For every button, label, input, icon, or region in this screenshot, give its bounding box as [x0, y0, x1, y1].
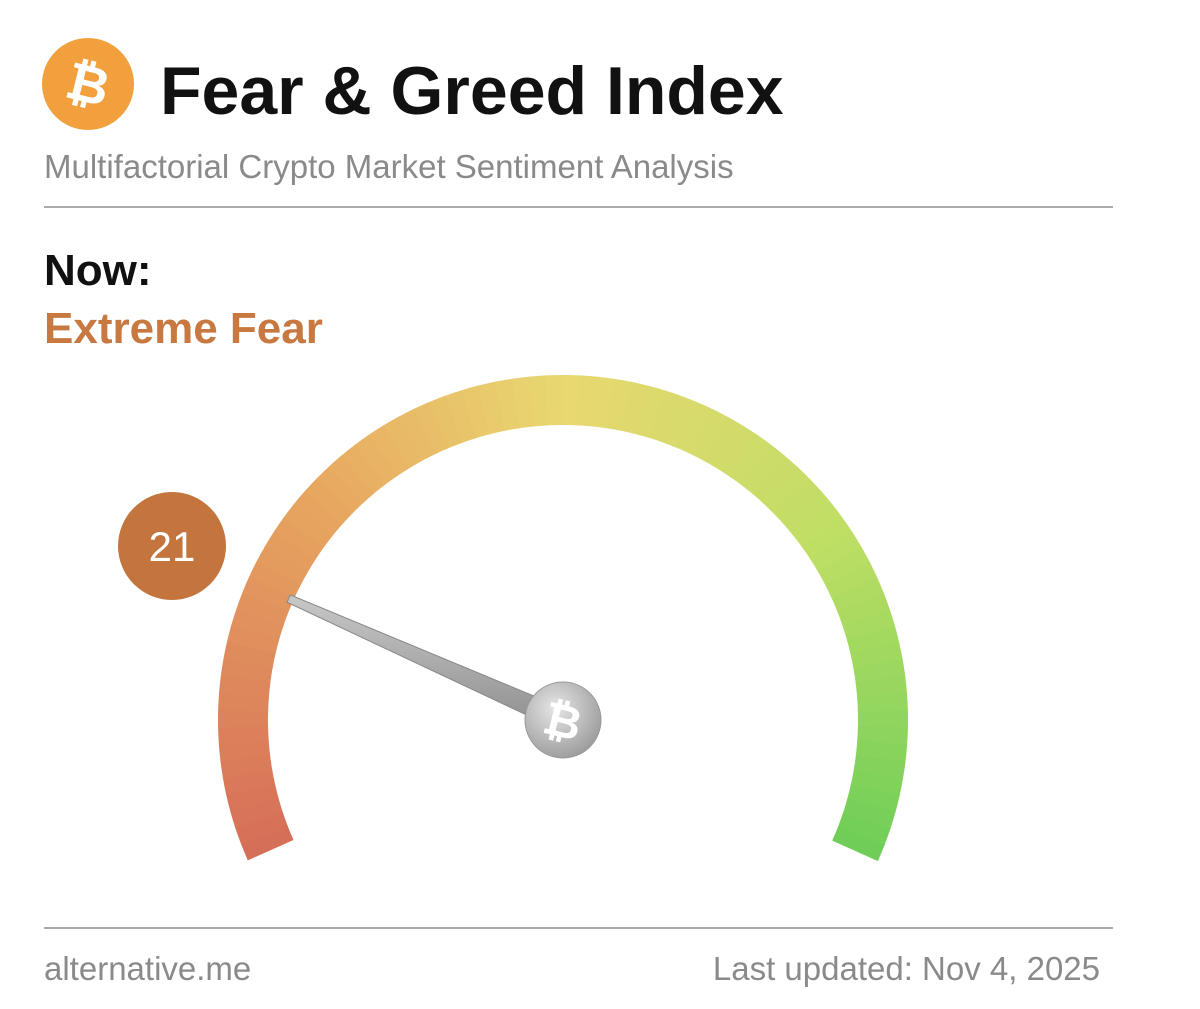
arc-segment — [831, 577, 885, 613]
arc-segment — [242, 576, 295, 612]
now-label: Now: — [44, 246, 152, 295]
arc-segment — [218, 709, 269, 728]
arc-segment — [248, 561, 302, 598]
arc-segment — [846, 625, 900, 655]
arc-segment — [728, 434, 772, 486]
arc-segment — [855, 740, 908, 763]
arc-segment — [511, 376, 535, 429]
arc-segment — [825, 561, 878, 599]
arc-segment — [264, 531, 316, 572]
arc-segment — [240, 825, 294, 861]
arc-segment — [383, 416, 423, 469]
arc-segment — [818, 546, 870, 586]
arc-segment — [752, 455, 798, 504]
arc-segment — [461, 385, 492, 439]
arc-segment — [283, 503, 334, 548]
arc-segment — [635, 385, 666, 439]
value-label: 21 — [149, 523, 196, 570]
source: alternative.me — [44, 950, 251, 987]
needle — [286, 594, 569, 731]
arc-segment — [218, 740, 271, 762]
arc-segment — [850, 769, 904, 797]
arc-segment — [494, 378, 520, 431]
arc-segment — [478, 381, 506, 435]
arc-segment — [853, 755, 906, 780]
arc-segment — [230, 797, 283, 829]
arc-segment — [621, 381, 649, 435]
arc-segment — [857, 692, 908, 713]
arc-segment — [218, 692, 269, 712]
arc-segment — [832, 826, 885, 862]
arc-segment — [690, 408, 729, 462]
arc-segment — [220, 658, 273, 683]
arc-segment — [663, 395, 698, 449]
arc-segment — [236, 592, 289, 626]
arc-segment — [763, 466, 811, 515]
arc-segment — [783, 491, 833, 537]
arc-segment — [857, 726, 908, 746]
arc-segment — [341, 444, 386, 494]
arc-segment — [853, 658, 906, 683]
subtitle: Multifactorial Crypto Market Sentiment A… — [44, 148, 734, 185]
arc-segment — [328, 454, 375, 504]
arc-segment — [842, 609, 896, 640]
gauge-needle-group: ₿21 — [118, 492, 602, 759]
arc-segment — [429, 395, 464, 449]
arc-segment — [231, 608, 284, 640]
arc-segment — [773, 478, 822, 525]
arc-segment — [716, 425, 758, 477]
value-badge — [118, 492, 226, 600]
arc-segment — [256, 545, 309, 585]
arc-segment — [304, 478, 353, 525]
arc-segment — [793, 504, 844, 548]
classification: Extreme Fear — [44, 304, 323, 353]
arc-segment — [413, 401, 450, 455]
arc-segment — [218, 725, 269, 745]
arc-segment — [802, 517, 853, 560]
arc-segment — [369, 424, 411, 477]
arc-segment — [273, 517, 325, 560]
arc-segment — [677, 401, 714, 455]
arc-segment — [355, 434, 398, 485]
arc-segment — [606, 378, 633, 431]
arc-segment — [847, 784, 900, 813]
arc-segment — [740, 444, 785, 495]
arc-segment — [226, 783, 279, 812]
needle-hub — [524, 681, 602, 759]
logo — [42, 38, 134, 130]
arc-segment — [857, 710, 908, 729]
arc-segment — [577, 375, 599, 427]
arc-segment — [528, 375, 550, 427]
arc-segment — [293, 490, 343, 536]
arc-segment — [837, 812, 891, 846]
arc-segment — [235, 811, 288, 845]
arc-segment — [810, 532, 862, 573]
arc-segment — [649, 390, 682, 443]
title: Fear & Greed Index — [160, 53, 784, 129]
arc-segment — [226, 624, 280, 654]
arc-segment — [220, 754, 273, 779]
arc-segment — [855, 675, 908, 698]
arc-segment — [842, 798, 896, 830]
arc-segment — [563, 375, 582, 426]
arc-segment — [545, 375, 564, 426]
updated: Last updated: Nov 4, 2025 — [713, 950, 1100, 987]
arc-segment — [837, 592, 890, 626]
gauge-arc — [218, 375, 908, 862]
arc-segment — [223, 641, 276, 668]
arc-segment — [316, 466, 364, 514]
arc-segment — [398, 408, 436, 461]
arc-segment — [445, 390, 477, 443]
arc-segment — [703, 416, 744, 469]
